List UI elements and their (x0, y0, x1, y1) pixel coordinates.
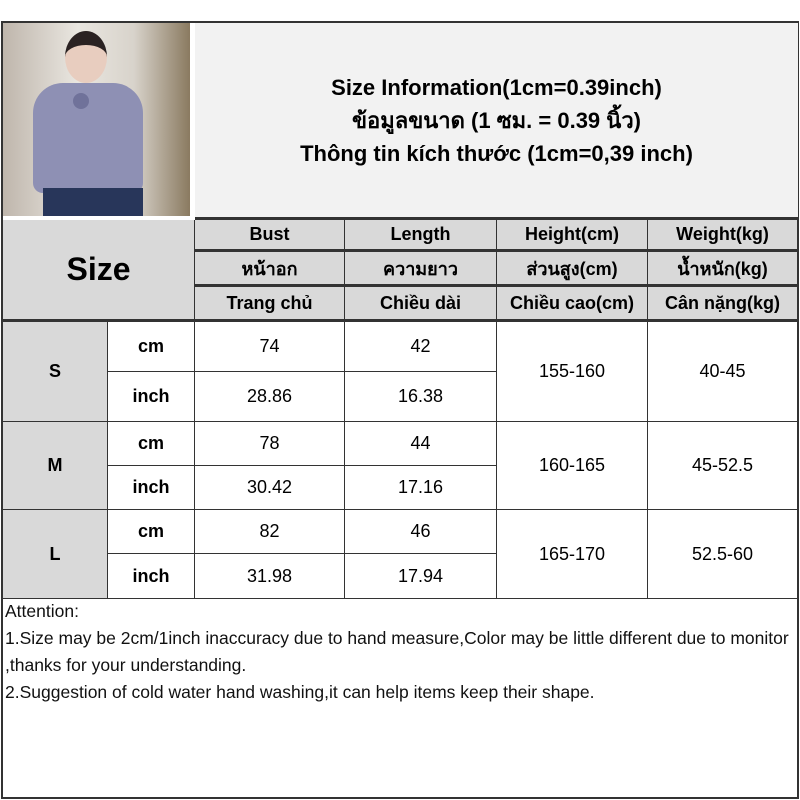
product-photo (3, 23, 190, 216)
size-header: Size (3, 220, 195, 322)
unit-cm-label: cm (108, 422, 195, 466)
length-inch: 17.94 (345, 554, 497, 599)
attention-heading: Attention: (5, 601, 79, 621)
bust-inch: 30.42 (195, 466, 345, 510)
bust-inch: 31.98 (195, 554, 345, 599)
length-inch: 17.16 (345, 466, 497, 510)
unit-inch-label: inch (108, 554, 195, 599)
size-info-title: Size Information(1cm=0.39inch) ข้อมูลขนา… (195, 23, 798, 220)
weight-range: 45-52.5 (648, 422, 798, 510)
attention-note-2: 2.Suggestion of cold water hand washing,… (5, 682, 595, 702)
attention-notes: Attention: 1.Size may be 2cm/1inch inacc… (3, 598, 798, 706)
height-range: 165-170 (497, 510, 648, 599)
height-range: 160-165 (497, 422, 648, 510)
bust-cm: 82 (195, 510, 345, 554)
column-header: Cân nặng(kg) (648, 287, 798, 322)
bust-cm: 78 (195, 422, 345, 466)
length-cm: 44 (345, 422, 497, 466)
length-cm: 46 (345, 510, 497, 554)
column-header: Height(cm) (497, 220, 648, 252)
unit-inch-label: inch (108, 372, 195, 422)
column-header: น้ำหนัก(kg) (648, 252, 798, 287)
column-header: Weight(kg) (648, 220, 798, 252)
weight-range: 52.5-60 (648, 510, 798, 599)
attention-note-1: 1.Size may be 2cm/1inch inaccuracy due t… (5, 628, 789, 675)
size-cell: M (3, 422, 108, 510)
length-cm: 42 (345, 322, 497, 372)
title-english: Size Information(1cm=0.39inch) (331, 74, 662, 100)
column-header: หน้าอก (195, 252, 345, 287)
unit-inch-label: inch (108, 466, 195, 510)
unit-cm-label: cm (108, 322, 195, 372)
column-header: Bust (195, 220, 345, 252)
weight-range: 40-45 (648, 322, 798, 422)
column-header: ความยาว (345, 252, 497, 287)
unit-cm-label: cm (108, 510, 195, 554)
height-range: 155-160 (497, 322, 648, 422)
bust-cm: 74 (195, 322, 345, 372)
column-header: Chiều cao(cm) (497, 287, 648, 322)
length-inch: 16.38 (345, 372, 497, 422)
column-header: Trang chủ (195, 287, 345, 322)
column-header: ส่วนสูง(cm) (497, 252, 648, 287)
size-cell: S (3, 322, 108, 422)
column-header: Length (345, 220, 497, 252)
bust-inch: 28.86 (195, 372, 345, 422)
size-cell: L (3, 510, 108, 599)
title-thai: ข้อมูลขนาด (1 ซม. = 0.39 นิ้ว) (351, 107, 641, 133)
size-chart (1, 21, 799, 799)
title-vietnamese: Thông tin kích thước (1cm=0,39 inch) (300, 140, 693, 166)
column-header: Chiều dài (345, 287, 497, 322)
